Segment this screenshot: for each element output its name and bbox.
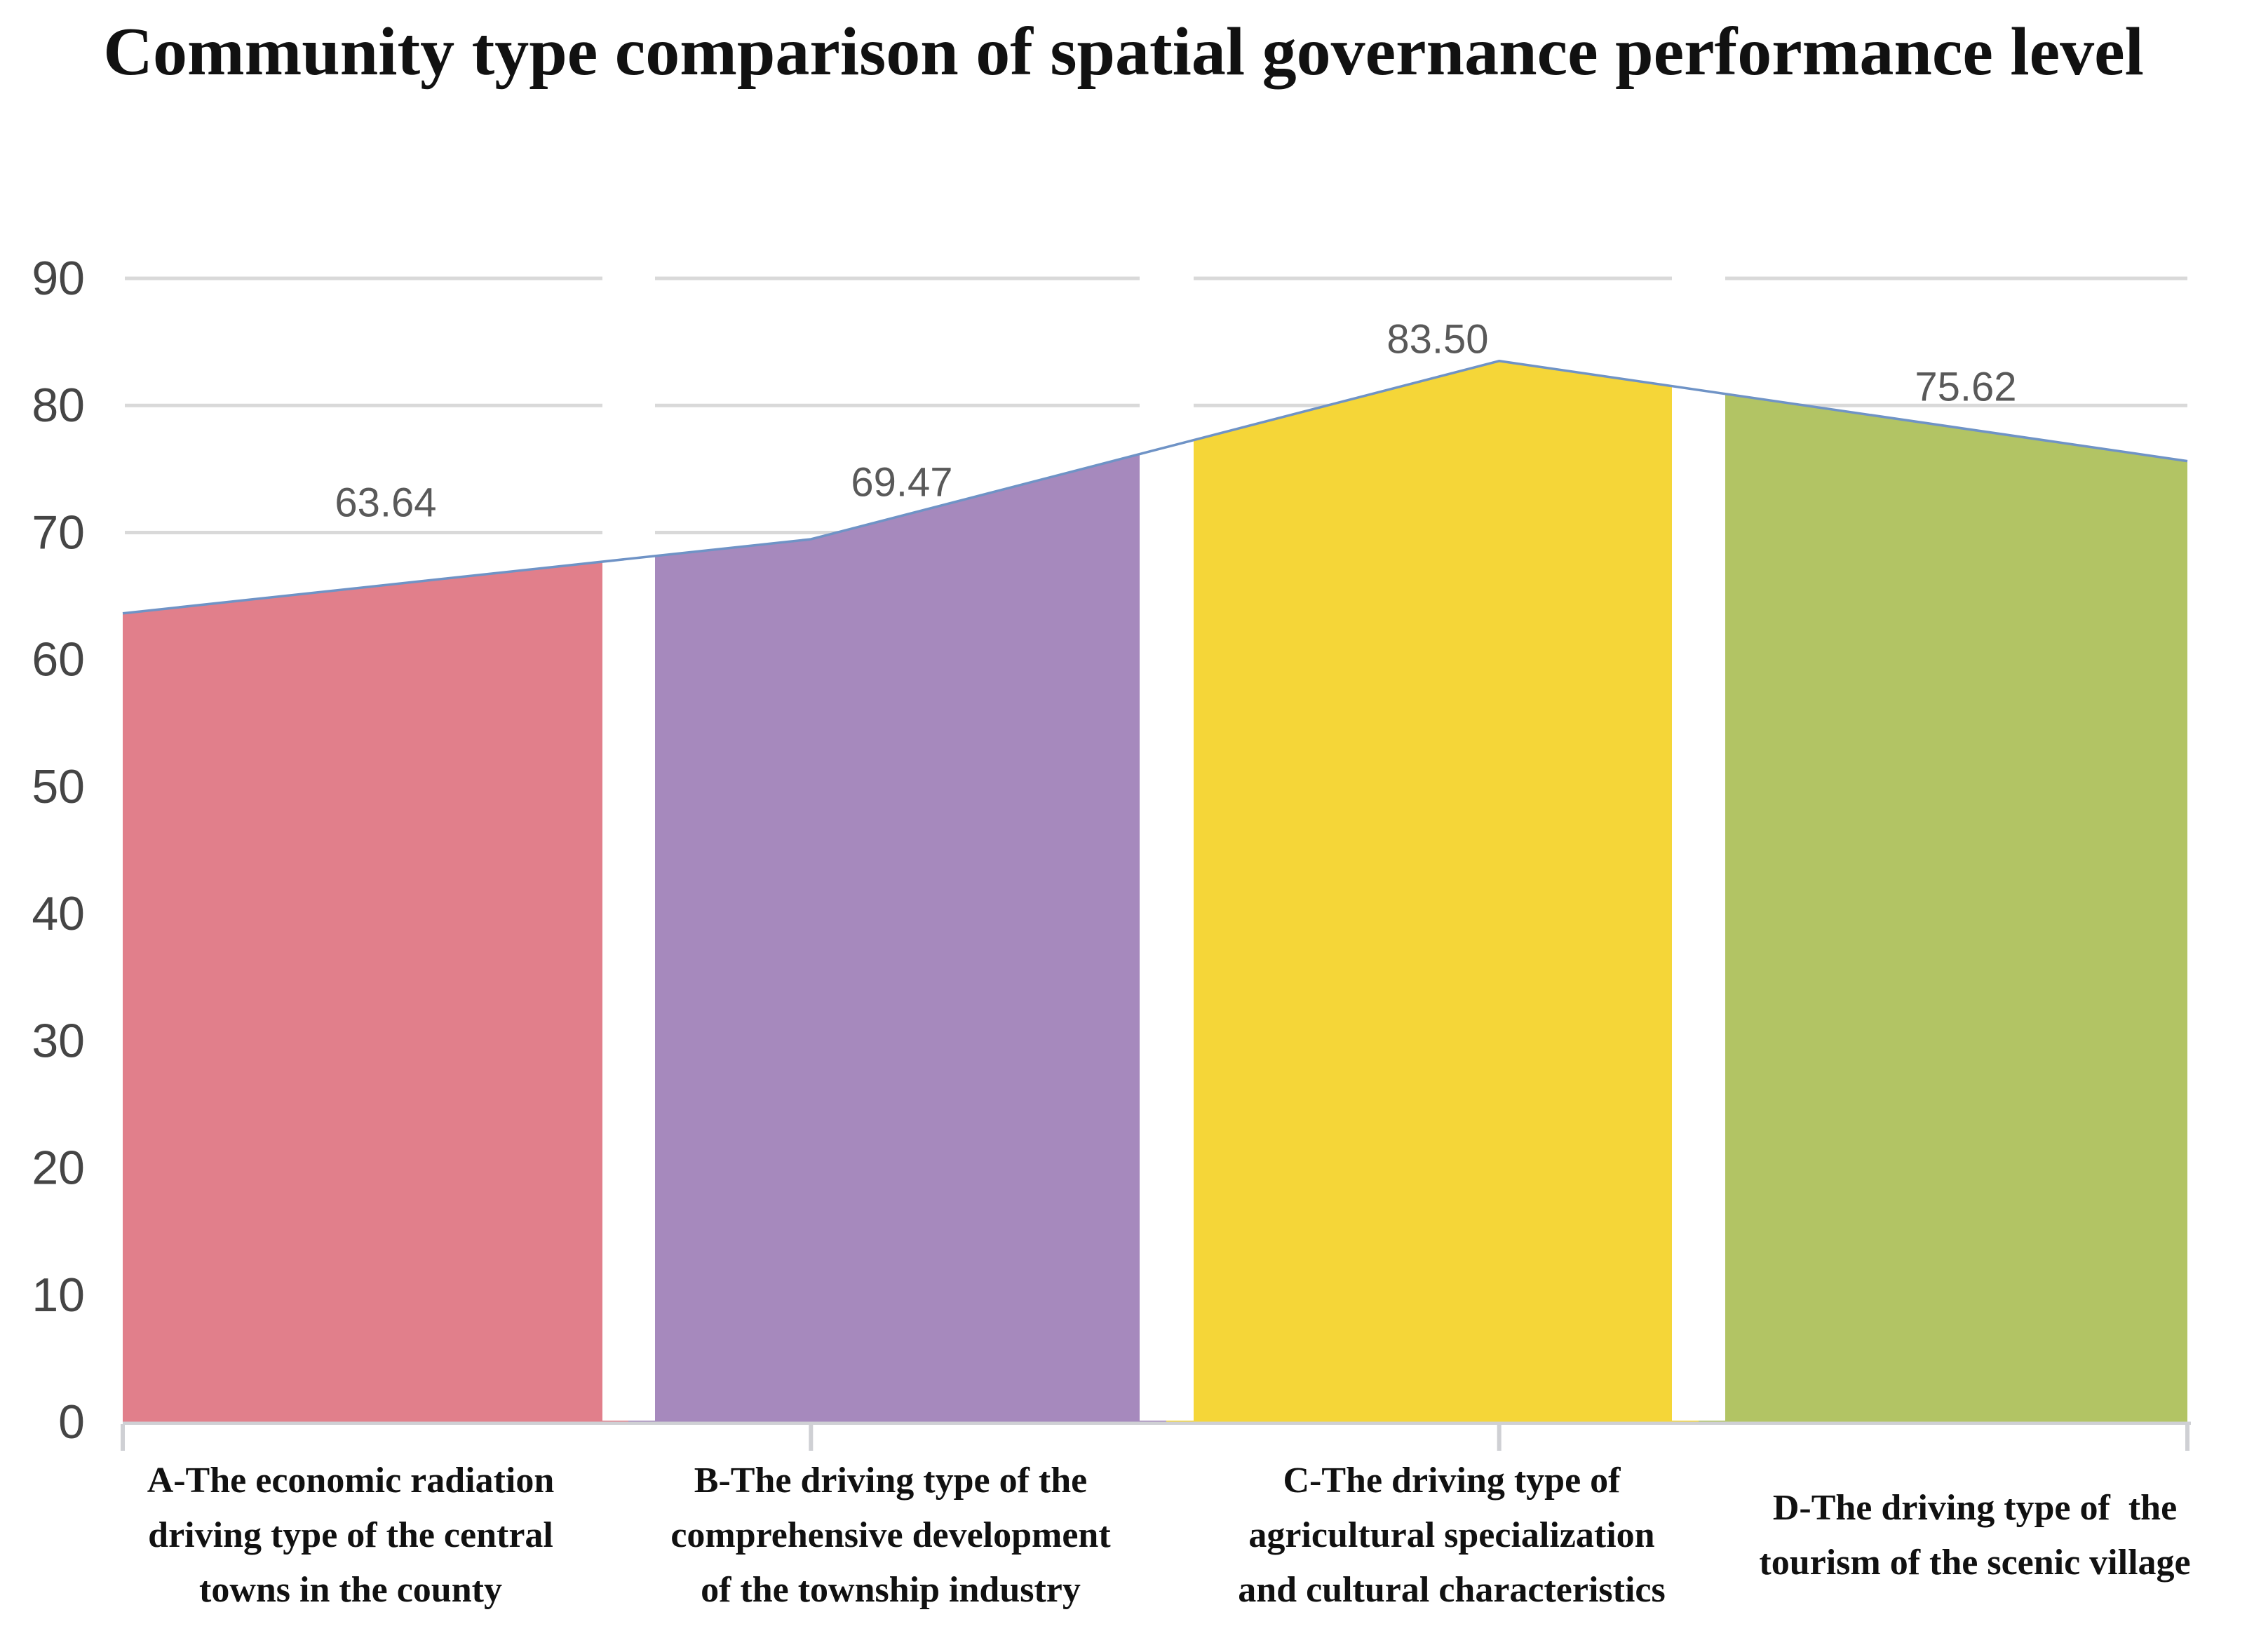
x-axis-tick-2 (1497, 1424, 1502, 1451)
category-label-line: towns in the county (199, 1570, 502, 1610)
category-label-line: agricultural specialization (1248, 1515, 1655, 1555)
y-tick-label-60: 60 (32, 633, 85, 686)
category-label-line: B-The driving type of the (694, 1461, 1088, 1501)
value-label-D: 75.62 (1915, 365, 2016, 410)
category-label-A: A-The economic radiation driving type of … (63, 1454, 638, 1618)
y-tick-label-40: 40 (32, 887, 85, 940)
x-axis-tick-0 (121, 1424, 125, 1451)
area-slice-C (1166, 360, 1699, 1422)
value-label-B: 69.47 (851, 460, 952, 506)
area-slice-D (1699, 390, 2187, 1423)
category-label-line: comprehensive development (670, 1515, 1111, 1555)
y-tick-label-80: 80 (32, 379, 85, 432)
x-axis-tick-3 (2185, 1424, 2189, 1451)
category-label-line: A-The economic radiation (147, 1461, 555, 1501)
x-axis-line (123, 1421, 2191, 1425)
y-tick-label-10: 10 (32, 1268, 85, 1322)
y-tick-label-0: 0 (58, 1395, 85, 1449)
area-slice-B (628, 447, 1166, 1422)
category-label-line: driving type of the central (148, 1515, 553, 1555)
category-label-line: tourism of the scenic village (1759, 1543, 2191, 1583)
category-label-line: D-The driving type of the (1772, 1488, 2178, 1528)
y-tick-label-20: 20 (32, 1142, 85, 1195)
band-separator-1 (602, 269, 655, 1421)
value-label-A: 63.64 (335, 480, 436, 526)
y-tick-label-50: 50 (32, 760, 85, 813)
category-label-line: C-The driving type of (1283, 1461, 1621, 1501)
category-label-B: B-The driving type of the comprehensive d… (603, 1454, 1178, 1618)
y-tick-label-70: 70 (32, 506, 85, 559)
x-axis-tick-1 (809, 1424, 814, 1451)
series-line (122, 360, 2188, 615)
category-label-line: and cultural characteristics (1238, 1570, 1666, 1610)
chart-title: Community type comparison of spatial gov… (103, 14, 2144, 90)
category-label-D: D-The driving type of the tourism of the … (1687, 1481, 2247, 1590)
band-separator-3 (1672, 269, 1725, 1421)
category-label-C: C-The driving type of agricultural specia… (1164, 1454, 1739, 1618)
area-slice-A (123, 559, 628, 1422)
category-label-line: of the township industry (701, 1570, 1081, 1610)
y-tick-label-90: 90 (32, 252, 85, 305)
y-tick-label-30: 30 (32, 1014, 85, 1067)
band-separator-2 (1140, 269, 1194, 1421)
value-label-C: 83.50 (1386, 317, 1488, 363)
